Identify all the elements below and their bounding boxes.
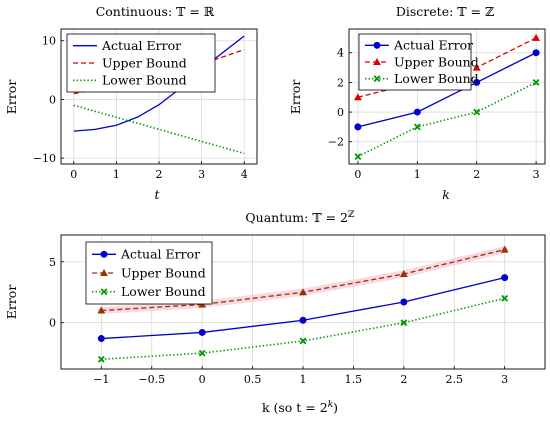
legend-marker-lower-bound-quantum <box>100 288 108 296</box>
data-point-upper-bound-discrete <box>353 93 362 101</box>
data-point-actual-error-quantum <box>501 274 509 282</box>
x-axis-label-quantum: k (so t = 2k) <box>262 400 338 415</box>
data-point-upper-bound-discrete <box>532 33 541 41</box>
data-point-lower-bound-quantum <box>97 355 105 363</box>
x-axis-label-discrete: k <box>442 187 450 202</box>
data-point-upper-bound-quantum <box>500 245 509 253</box>
legend-entry-actual-error-continuous: Actual Error <box>101 38 181 53</box>
x-tick-label-quantum: 2.5 <box>446 373 464 386</box>
legend-marker-actual-error-quantum <box>100 250 108 258</box>
chart-title-quantum-sup: ℤ <box>348 210 355 220</box>
x-tick-label-quantum: 1.5 <box>345 373 363 386</box>
legend-box-quantum <box>85 241 213 305</box>
x-tick-label-discrete: 2 <box>473 168 480 181</box>
chart-title-continuous: Continuous: 𝕋 = ℝ <box>96 4 215 19</box>
data-point-actual-error-discrete <box>532 49 540 57</box>
x-axis-label-continuous: t <box>154 187 160 202</box>
x-tick-label-continuous: 0 <box>70 168 77 181</box>
series-line-actual-error-continuous <box>73 35 245 132</box>
series-line-lower-bound-continuous <box>73 104 245 155</box>
legend-marker-upper-bound-discrete <box>373 57 381 66</box>
x-tick-label-quantum: 2 <box>400 373 407 386</box>
y-tick-label-continuous: 10 <box>42 35 56 48</box>
data-point-actual-error-quantum <box>299 316 307 324</box>
legend-entry-upper-bound-discrete: Upper Bound <box>394 54 479 69</box>
y-tick-label-discrete: −2 <box>328 136 344 149</box>
legend-continuous: Actual Error Upper Bound Lower Bound <box>66 33 216 93</box>
panel-continuous: Continuous: 𝕋 = ℝ 0 1 2 3 4 −10 0 10 t Error Ac… <box>4 4 258 202</box>
legend-marker-upper-bound-quantum <box>100 268 108 277</box>
data-point-lower-bound-quantum <box>400 319 408 327</box>
x-tick-label-quantum: −0.5 <box>138 373 165 386</box>
legend-entry-lower-bound-discrete: Lower Bound <box>394 71 479 86</box>
series-line-lower-bound-discrete <box>357 81 537 158</box>
x-tick-label-quantum: 0 <box>199 373 206 386</box>
x-tick-label-continuous: 2 <box>156 168 163 181</box>
data-point-upper-bound-quantum <box>399 269 408 278</box>
data-point-upper-bound-quantum <box>97 306 106 314</box>
y-tick-label-continuous: 0 <box>49 93 56 106</box>
x-tick-label-continuous: 4 <box>241 168 248 181</box>
x-tick-label-continuous: 1 <box>113 168 120 181</box>
legend-entry-upper-bound-quantum: Upper Bound <box>121 265 206 280</box>
y-tick-label-continuous: −10 <box>33 152 56 165</box>
data-point-lower-bound-discrete <box>532 78 540 86</box>
x-axis-label-quantum-close: ) <box>333 400 338 415</box>
legend-entry-actual-error-quantum: Actual Error <box>120 247 200 262</box>
plot-frame-discrete <box>348 28 546 165</box>
legend-entry-actual-error-discrete: Actual Error <box>393 38 473 53</box>
y-tick-label-quantum: 0 <box>49 317 56 330</box>
x-tick-label-continuous: 3 <box>198 168 205 181</box>
series-group-quantum <box>97 245 509 363</box>
legend-marker-actual-error-discrete <box>373 41 381 49</box>
x-tick-label-discrete: 1 <box>414 168 421 181</box>
y-tick-label-discrete: 2 <box>337 76 344 89</box>
y-tick-label-quantum: 5 <box>49 256 56 269</box>
data-point-upper-bound-discrete <box>472 63 481 71</box>
ticks-quantum: −1 −0.5 0 0.5 1 1.5 2 2.5 3 0 5 <box>49 256 508 386</box>
data-point-actual-error-discrete <box>354 123 362 131</box>
x-tick-label-quantum: 1 <box>300 373 307 386</box>
series-line-actual-error-discrete <box>357 52 537 128</box>
data-point-lower-bound-quantum <box>501 294 509 302</box>
ticks-continuous: 0 1 2 3 4 −10 0 10 <box>33 35 248 181</box>
x-tick-label-discrete: 3 <box>533 168 540 181</box>
data-point-actual-error-quantum <box>198 328 206 336</box>
data-point-lower-bound-quantum <box>299 337 307 345</box>
x-axis-label-quantum-sup: k <box>328 400 333 410</box>
data-point-lower-bound-discrete <box>473 108 481 116</box>
chart-title-discrete: Discrete: 𝕋 = ℤ <box>396 4 494 19</box>
legend-entry-upper-bound-continuous: Upper Bound <box>102 55 187 70</box>
data-point-lower-bound-discrete <box>354 153 362 161</box>
ticks-discrete: 0 1 2 3 −2 0 2 4 <box>328 47 540 181</box>
legend-quantum: Actual Error Upper Bound Lower Bound <box>85 241 213 305</box>
data-point-actual-error-discrete <box>473 78 481 86</box>
data-point-upper-bound-quantum <box>299 288 307 296</box>
y-axis-label-discrete: Error <box>288 80 303 115</box>
y-tick-label-discrete: 0 <box>337 106 344 119</box>
x-tick-label-discrete: 0 <box>354 168 361 181</box>
legend-marker-lower-bound-discrete <box>373 75 381 83</box>
panel-discrete: Discrete: 𝕋 = ℤ 0 1 2 3 −2 0 2 4 k Error Actual… <box>288 4 546 202</box>
y-axis-label-quantum: Error <box>4 285 19 320</box>
x-tick-label-quantum: 0.5 <box>244 373 262 386</box>
data-point-actual-error-discrete <box>413 108 421 116</box>
x-tick-label-quantum: 3 <box>501 373 508 386</box>
data-point-lower-bound-discrete <box>413 123 421 131</box>
data-point-actual-error-quantum <box>400 298 408 306</box>
chart-title-quantum-base: Quantum: 𝕋 = 2 <box>245 210 348 225</box>
panel-quantum: Quantum: 𝕋 = 2ℤ −1 −0.5 0 0.5 1 1.5 2 2.5 3 0 5 k … <box>4 210 546 415</box>
legend-entry-lower-bound-continuous: Lower Bound <box>102 73 187 88</box>
y-tick-label-discrete: 4 <box>337 47 344 60</box>
x-axis-label-quantum-base: k (so t = 2 <box>262 400 328 415</box>
y-axis-label-continuous: Error <box>4 80 19 115</box>
data-point-lower-bound-quantum <box>198 349 206 357</box>
data-point-actual-error-quantum <box>97 335 105 343</box>
x-tick-label-quantum: −1 <box>93 373 109 386</box>
chart-title-quantum: Quantum: 𝕋 = 2ℤ <box>245 210 355 225</box>
legend-entry-lower-bound-quantum: Lower Bound <box>121 284 206 299</box>
